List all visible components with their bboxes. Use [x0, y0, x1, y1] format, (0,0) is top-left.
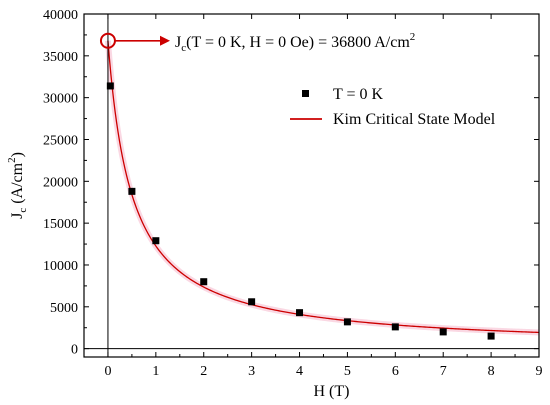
x-tick-label: 4 — [296, 364, 303, 379]
x-tick-label: 5 — [344, 364, 351, 379]
x-tick-label: 3 — [248, 364, 255, 379]
y-axis-title-sub: c — [17, 208, 29, 213]
x-tick-label: 1 — [152, 364, 159, 379]
y-tick-label: 35000 — [43, 50, 78, 65]
data-point — [391, 323, 399, 331]
legend-label-data: T = 0 K — [333, 86, 384, 103]
annotation-text-rest: (T = 0 K, H = 0 Oe) = 36800 A/cm — [186, 34, 410, 51]
y-axis-title: Jc (A/cm2) — [6, 152, 29, 219]
annotation-text: Jc(T = 0 K, H = 0 Oe) = 36800 A/cm2 — [175, 31, 415, 54]
annotation-text-main: J — [175, 34, 181, 51]
y-axis-title-units: (A/cm — [9, 162, 26, 207]
data-point — [128, 187, 136, 195]
x-tick-label: 0 — [104, 364, 111, 379]
data-point — [487, 332, 495, 340]
y-axis-title-sup: 2 — [6, 157, 18, 163]
legend-marker-square — [302, 90, 309, 97]
y-axis-title-close: ) — [9, 152, 26, 157]
x-tick-label: 6 — [392, 364, 399, 379]
legend-label-model: Kim Critical State Model — [333, 111, 496, 128]
data-point — [248, 298, 256, 306]
annotation-arrow-head — [160, 35, 170, 46]
y-tick-label: 15000 — [43, 217, 78, 232]
y-tick-label: 30000 — [43, 92, 78, 107]
plot-frame — [83, 13, 540, 358]
legend: T = 0 K Kim Critical State Model — [290, 86, 496, 128]
y-axis-title-main: J — [9, 213, 26, 219]
y-tick-label: 25000 — [43, 133, 78, 148]
data-point — [152, 237, 160, 245]
annotation-text-sup: 2 — [410, 31, 416, 43]
x-tick-label: 9 — [536, 364, 543, 379]
y-tick-label: 10000 — [43, 259, 78, 274]
y-tick-label: 40000 — [43, 8, 78, 23]
kim-model-fit-line — [107, 40, 540, 334]
data-point — [296, 309, 304, 317]
data-point — [106, 82, 114, 90]
data-markers — [106, 82, 495, 340]
axis-ticks: 0 1 2 3 4 5 6 7 8 9 0 5000 10000 15000 20000 25000 30000… — [43, 8, 543, 379]
y-tick-label: 20000 — [43, 175, 78, 190]
y-tick-label: 0 — [71, 343, 78, 358]
x-axis-title: H (T) — [313, 383, 349, 400]
data-point — [200, 278, 208, 286]
y-tick-label: 5000 — [50, 301, 78, 316]
fit-band — [104, 40, 540, 336]
annotation-text-sub: c — [181, 42, 186, 54]
x-tick-label: 7 — [440, 364, 447, 379]
x-tick-label: 8 — [488, 364, 495, 379]
x-tick-label: 2 — [200, 364, 207, 379]
data-point — [439, 328, 447, 336]
data-point — [343, 318, 351, 326]
